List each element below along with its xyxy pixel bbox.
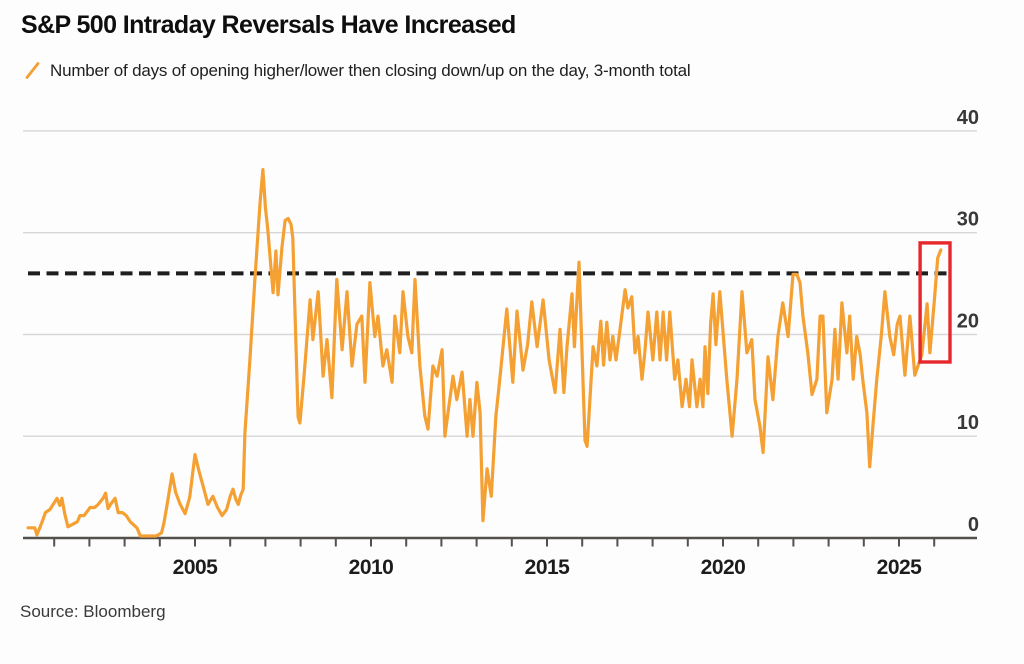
x-axis-tick-label: 2020: [701, 556, 746, 579]
y-axis-tick-label: 20: [957, 311, 979, 333]
legend: Number of days of opening higher/lower t…: [24, 60, 691, 81]
legend-slash-stroke: [25, 62, 40, 79]
series-line: [26, 168, 943, 538]
legend-slash-icon: [25, 62, 40, 79]
x-axis-tick-label: 2025: [877, 556, 923, 579]
source-note: Source: Bloomberg: [20, 602, 166, 621]
y-axis-tick-label: 30: [957, 209, 979, 231]
page-title: S&P 500 Intraday Reversals Have Increase…: [21, 11, 516, 39]
highlight-box: [918, 241, 952, 364]
x-axis-tick-label: 2005: [173, 556, 219, 579]
y-axis-tick-label: 0: [968, 514, 979, 536]
legend-label: Number of days of opening higher/lower t…: [50, 60, 691, 80]
x-axis-tick-label: 2010: [349, 556, 394, 579]
y-axis-tick-label: 40: [957, 107, 979, 129]
x-axis-tick-label: 2015: [525, 556, 571, 579]
y-axis-tick-label: 10: [957, 412, 979, 434]
